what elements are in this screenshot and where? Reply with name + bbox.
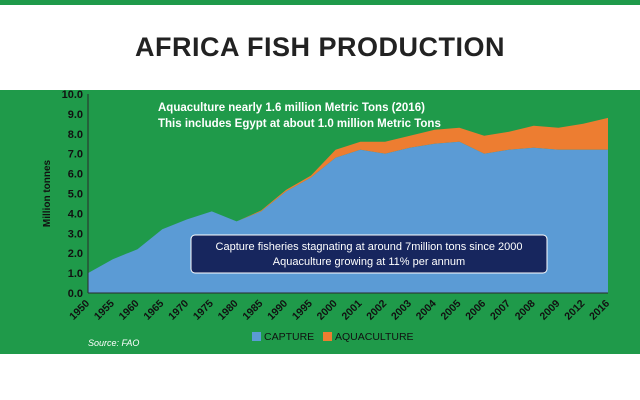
y-tick-label: 9.0 xyxy=(68,109,83,121)
x-tick-label: 1990 xyxy=(265,297,290,322)
x-tick-label: 2006 xyxy=(463,297,488,322)
x-tick-label: 1985 xyxy=(240,297,265,322)
source-note: Source: FAO xyxy=(88,338,139,348)
x-tick-label: 1980 xyxy=(216,297,241,322)
x-tick-label: 1970 xyxy=(166,297,191,322)
y-tick-label: 2.0 xyxy=(68,248,83,260)
y-tick-label: 6.0 xyxy=(68,169,83,181)
legend-capture-swatch xyxy=(252,332,261,341)
legend-aquaculture-label: AQUACULTURE xyxy=(335,331,414,343)
x-tick-label: 2009 xyxy=(538,297,563,322)
note-aquaculture-growth: Aquaculture growing at 11% per annum xyxy=(273,256,465,268)
note-capture-stagnating: Capture fisheries stagnating at around 7… xyxy=(216,241,523,253)
x-tick-label: 1950 xyxy=(67,297,92,322)
annotation-egypt-share: This includes Egypt at about 1.0 million… xyxy=(158,118,441,130)
x-tick-label: 1960 xyxy=(117,297,142,322)
top-accent-bar xyxy=(0,0,640,5)
x-tick-label: 1995 xyxy=(290,297,315,322)
x-tick-label: 2004 xyxy=(414,297,439,322)
x-tick-label: 2000 xyxy=(315,297,340,322)
x-tick-label: 2001 xyxy=(339,297,364,322)
chart: 0.0 1.0 2.0 3.0 4.0 5.0 6.0 7.0 8.0 9.0 10.0 Millio… xyxy=(42,90,612,348)
x-tick-label: 1965 xyxy=(141,297,166,322)
note-box xyxy=(190,234,548,274)
annotation-aquaculture-total: Aquaculture nearly 1.6 million Metric To… xyxy=(158,102,425,114)
x-tick-label: 2012 xyxy=(562,297,587,322)
y-tick-label: 7.0 xyxy=(68,149,83,161)
y-tick-label: 4.0 xyxy=(68,208,83,220)
y-tick-label: 0.0 xyxy=(68,288,83,300)
y-tick-label: 3.0 xyxy=(68,228,83,240)
x-tick-label: 2002 xyxy=(364,297,389,322)
x-tick-label: 2008 xyxy=(513,297,538,322)
aquaculture-area xyxy=(88,117,608,274)
x-tick-label: 2003 xyxy=(389,297,414,322)
x-tick-label: 1955 xyxy=(92,297,117,322)
x-tick-label: 2007 xyxy=(488,297,513,322)
x-tick-label: 2016 xyxy=(587,297,612,322)
x-tick-label: 1975 xyxy=(191,297,216,322)
y-tick-label: 10.0 xyxy=(62,90,83,101)
legend-capture-label: CAPTURE xyxy=(264,331,314,343)
y-tick-label: 5.0 xyxy=(68,189,83,201)
x-tick-label: 2005 xyxy=(439,297,464,322)
y-tick-label: 8.0 xyxy=(68,129,83,141)
legend-aquaculture-swatch xyxy=(323,332,332,341)
bottom-whitespace xyxy=(0,354,640,400)
page-title: AFRICA FISH PRODUCTION xyxy=(135,32,505,62)
y-tick-label: 1.0 xyxy=(68,268,83,280)
y-axis-title: Million tonnes xyxy=(42,159,53,227)
